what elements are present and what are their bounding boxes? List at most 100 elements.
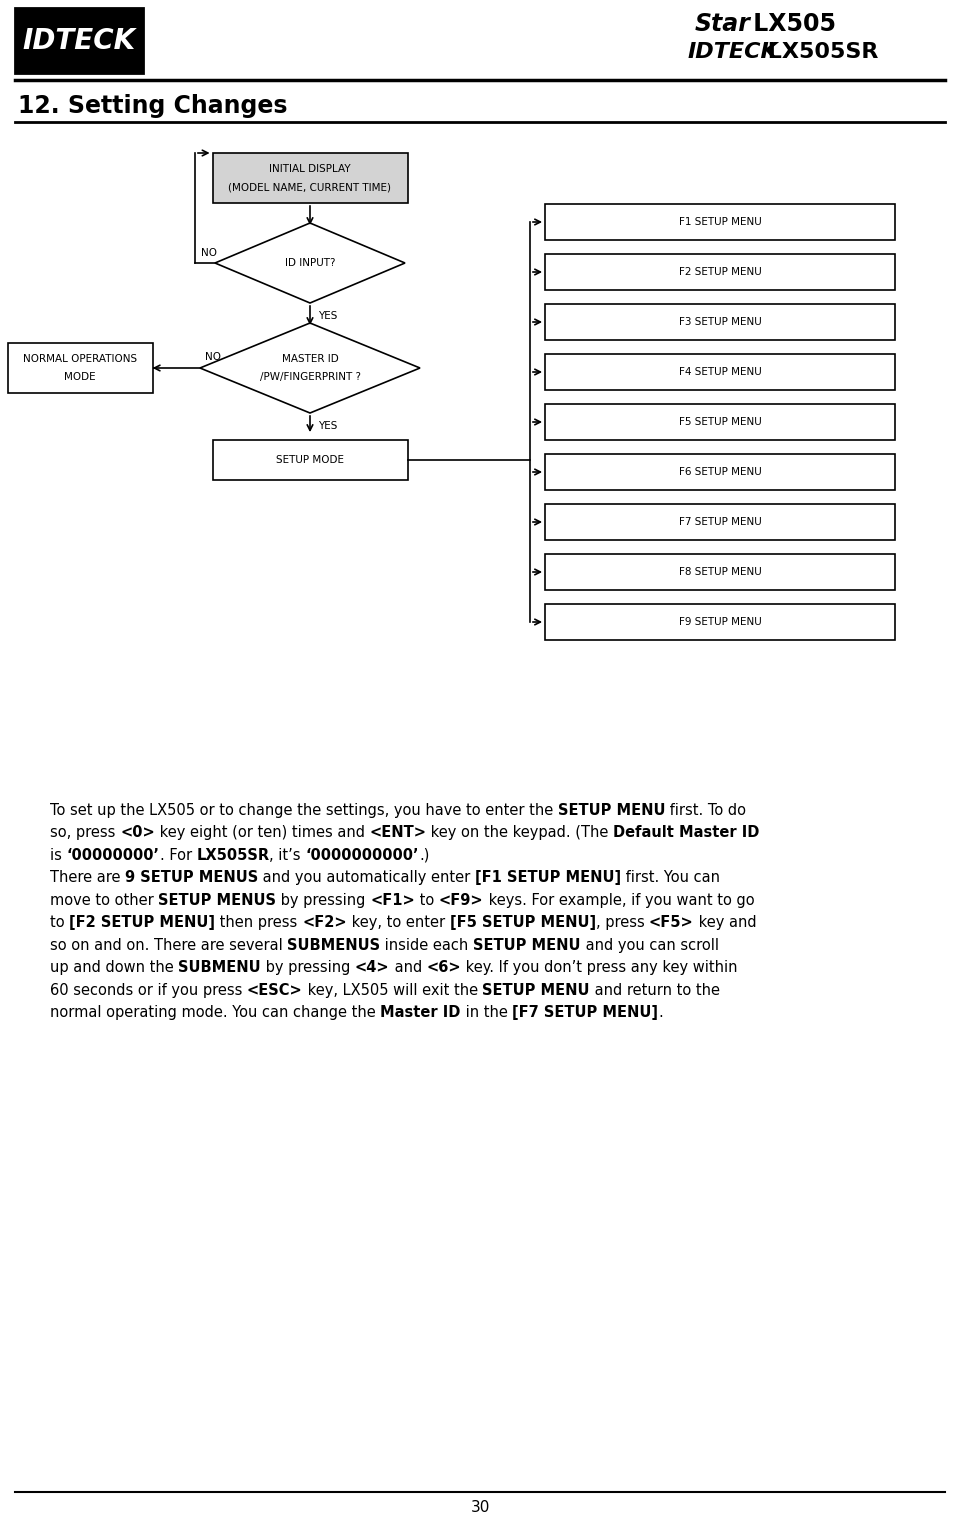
Text: [F1 SETUP MENU]: [F1 SETUP MENU] (475, 871, 621, 884)
Text: so on and on. There are several: so on and on. There are several (50, 938, 287, 953)
Text: keys. For example, if you want to go: keys. For example, if you want to go (484, 892, 755, 907)
Text: NO: NO (201, 247, 217, 258)
Text: MASTER ID: MASTER ID (281, 353, 338, 364)
Text: IDTECK: IDTECK (22, 27, 135, 55)
Text: <6>: <6> (426, 960, 461, 975)
Bar (15, 8, 143, 73)
Text: then press: then press (215, 915, 302, 930)
Text: , press: , press (595, 915, 649, 930)
Text: F1 SETUP MENU: F1 SETUP MENU (679, 217, 761, 228)
Text: SETUP MENUS: SETUP MENUS (158, 892, 276, 907)
Text: and you can scroll: and you can scroll (581, 938, 719, 953)
Text: F2 SETUP MENU: F2 SETUP MENU (679, 267, 761, 278)
Bar (212, 440, 407, 479)
Text: and: and (390, 960, 426, 975)
Text: F6 SETUP MENU: F6 SETUP MENU (679, 467, 761, 476)
Text: NORMAL OPERATIONS: NORMAL OPERATIONS (23, 353, 137, 364)
Text: , it’s: , it’s (270, 848, 305, 863)
Text: so, press: so, press (50, 825, 120, 840)
Text: and you automatically enter: and you automatically enter (258, 871, 475, 884)
Text: F7 SETUP MENU: F7 SETUP MENU (679, 517, 761, 526)
Text: ID INPUT?: ID INPUT? (285, 258, 335, 269)
Text: NO: NO (205, 352, 221, 363)
Text: SETUP MENU: SETUP MENU (483, 983, 590, 998)
Text: SETUP MENU: SETUP MENU (473, 938, 581, 953)
Text: key on the keypad. (The: key on the keypad. (The (426, 825, 613, 840)
Text: [F2 SETUP MENU]: [F2 SETUP MENU] (69, 915, 215, 930)
Text: is: is (50, 848, 66, 863)
Bar (212, 153, 407, 203)
Bar (545, 554, 895, 590)
Text: key, to enter: key, to enter (347, 915, 449, 930)
Text: <F1>: <F1> (371, 892, 415, 907)
Bar (545, 203, 895, 240)
Polygon shape (215, 223, 405, 303)
Text: ‘00000000’: ‘00000000’ (66, 848, 159, 863)
Text: first. To do: first. To do (665, 802, 746, 818)
Text: to: to (415, 892, 439, 907)
Text: 9 SETUP MENUS: 9 SETUP MENUS (125, 871, 258, 884)
Text: Master ID: Master ID (380, 1004, 461, 1019)
Bar (545, 604, 895, 640)
Text: <4>: <4> (355, 960, 390, 975)
Text: To set up the LX505 or to change the settings, you have to enter the: To set up the LX505 or to change the set… (50, 802, 558, 818)
Text: /PW/FINGERPRINT ?: /PW/FINGERPRINT ? (259, 372, 361, 382)
Bar (545, 454, 895, 490)
Text: SETUP MODE: SETUP MODE (276, 455, 344, 466)
Text: key eight (or ten) times and: key eight (or ten) times and (155, 825, 370, 840)
Text: F8 SETUP MENU: F8 SETUP MENU (679, 567, 761, 576)
Bar (545, 404, 895, 440)
Polygon shape (200, 323, 420, 413)
Text: by pressing: by pressing (261, 960, 355, 975)
Text: [F7 SETUP MENU]: [F7 SETUP MENU] (513, 1004, 659, 1019)
Bar (545, 303, 895, 340)
Text: inside each: inside each (380, 938, 473, 953)
Text: SUBMENU: SUBMENU (179, 960, 261, 975)
Text: first. You can: first. You can (621, 871, 720, 884)
Text: MODE: MODE (64, 372, 96, 382)
Text: 60 seconds or if you press: 60 seconds or if you press (50, 983, 247, 998)
Text: IDTECK: IDTECK (688, 42, 779, 62)
Text: <F9>: <F9> (439, 892, 484, 907)
Text: by pressing: by pressing (276, 892, 371, 907)
Text: up and down the: up and down the (50, 960, 179, 975)
Text: <ESC>: <ESC> (247, 983, 302, 998)
Text: to: to (50, 915, 69, 930)
Text: key. If you don’t press any key within: key. If you don’t press any key within (461, 960, 737, 975)
Text: INITIAL DISPLAY: INITIAL DISPLAY (269, 164, 350, 174)
Text: in the: in the (461, 1004, 513, 1019)
Text: 12. Setting Changes: 12. Setting Changes (18, 94, 287, 118)
Text: Default Master ID: Default Master ID (613, 825, 759, 840)
Text: LX505: LX505 (745, 12, 836, 36)
Text: F9 SETUP MENU: F9 SETUP MENU (679, 617, 761, 627)
Text: .): .) (419, 848, 429, 863)
Bar (545, 504, 895, 540)
Text: YES: YES (318, 422, 337, 431)
Text: F4 SETUP MENU: F4 SETUP MENU (679, 367, 761, 378)
Text: .: . (659, 1004, 663, 1019)
Bar (545, 353, 895, 390)
Text: <F5>: <F5> (649, 915, 694, 930)
Text: key, LX505 will exit the: key, LX505 will exit the (302, 983, 483, 998)
Bar (8, 343, 153, 393)
Text: SETUP MENU: SETUP MENU (558, 802, 665, 818)
Text: There are: There are (50, 871, 125, 884)
Bar (545, 253, 895, 290)
Text: Star: Star (695, 12, 751, 36)
Text: <0>: <0> (120, 825, 155, 840)
Text: F5 SETUP MENU: F5 SETUP MENU (679, 417, 761, 426)
Text: (MODEL NAME, CURRENT TIME): (MODEL NAME, CURRENT TIME) (228, 182, 392, 193)
Text: <F2>: <F2> (302, 915, 347, 930)
Text: . For: . For (159, 848, 196, 863)
Text: LX505SR: LX505SR (760, 42, 878, 62)
Text: 30: 30 (470, 1499, 490, 1514)
Text: SUBMENUS: SUBMENUS (287, 938, 380, 953)
Text: YES: YES (318, 311, 337, 322)
Text: LX505SR: LX505SR (196, 848, 270, 863)
Text: key and: key and (694, 915, 756, 930)
Text: <ENT>: <ENT> (370, 825, 426, 840)
Text: move to other: move to other (50, 892, 158, 907)
Text: F3 SETUP MENU: F3 SETUP MENU (679, 317, 761, 328)
Text: and return to the: and return to the (590, 983, 720, 998)
Text: normal operating mode. You can change the: normal operating mode. You can change th… (50, 1004, 380, 1019)
